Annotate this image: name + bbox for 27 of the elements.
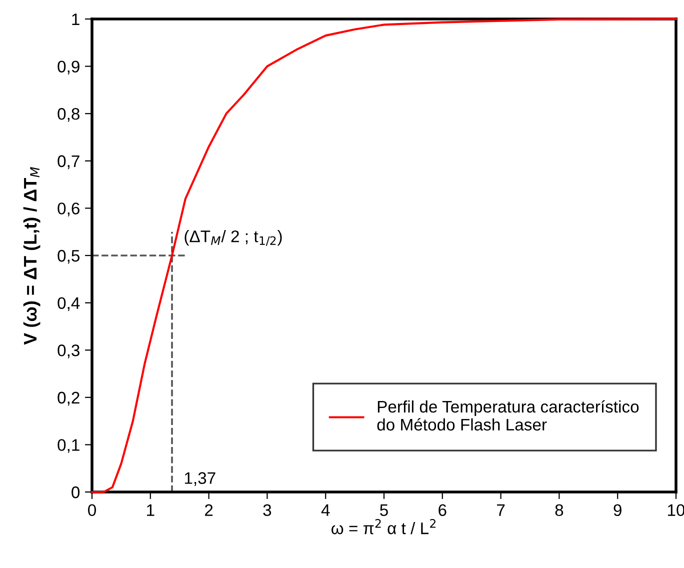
x-tick-label: 6: [438, 504, 446, 516]
line-series: [90, 18, 678, 494]
y-axis-title: V (ω) = ΔT (L,t) / ΔT$_{M}$: [23, 167, 40, 345]
y-tick-label: 0,9: [58, 60, 80, 74]
x-tick-label: 9: [614, 504, 622, 516]
ref-line-label: 1,37: [184, 472, 216, 486]
legend-label: Perfil de Temperatura característico do Método Flash Laser: [377, 400, 639, 431]
y-tick-label: 0,4: [58, 297, 80, 311]
y-tick-label: 0,7: [58, 155, 80, 170]
annotation: (ΔT$_{M}$/ 2 ; t$_{1/2}$): [184, 230, 282, 246]
x-tick-label: 0: [88, 504, 96, 516]
y-tick-label: 0,3: [58, 344, 80, 358]
x-tick-label: 5: [380, 504, 388, 516]
y-tick-label: 0,1: [58, 439, 80, 453]
y-tick-label: 0,2: [58, 392, 80, 406]
y-tick-label: 0,5: [58, 250, 80, 264]
x-tick-label: 1: [147, 504, 154, 516]
x-tick-label: 2: [205, 504, 213, 516]
y-tick-label: 0,6: [58, 202, 80, 216]
x-tick-label: 7: [497, 504, 505, 516]
y-tick-label: 0: [72, 486, 80, 498]
x-tick-label: 8: [555, 504, 564, 516]
x-tick-label: 3: [263, 504, 272, 516]
x-tick-label: 4: [321, 504, 330, 516]
x-axis-title: ω = π$^{2}$ α t / L$^{2}$: [332, 519, 436, 534]
y-tick-label: 0,8: [58, 108, 80, 122]
y-tick-label: 1: [72, 14, 80, 26]
